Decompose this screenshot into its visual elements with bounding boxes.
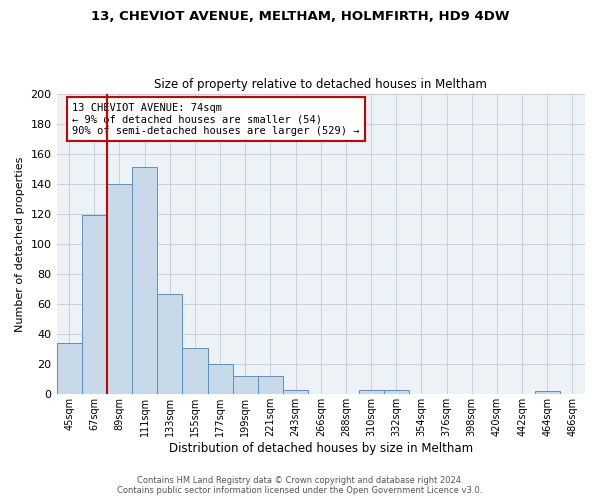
Bar: [182, 348, 208, 395]
Bar: [258, 376, 283, 394]
Bar: [383, 390, 409, 394]
Bar: [107, 184, 132, 394]
Y-axis label: Number of detached properties: Number of detached properties: [15, 156, 25, 332]
Bar: [56, 343, 82, 394]
Text: 13 CHEVIOT AVENUE: 74sqm
← 9% of detached houses are smaller (54)
90% of semi-de: 13 CHEVIOT AVENUE: 74sqm ← 9% of detache…: [73, 102, 360, 136]
Text: 13, CHEVIOT AVENUE, MELTHAM, HOLMFIRTH, HD9 4DW: 13, CHEVIOT AVENUE, MELTHAM, HOLMFIRTH, …: [91, 10, 509, 23]
Bar: [82, 216, 107, 394]
Bar: [132, 167, 157, 394]
Bar: [535, 392, 560, 394]
Bar: [283, 390, 308, 394]
Bar: [157, 294, 182, 394]
Bar: [233, 376, 258, 394]
Title: Size of property relative to detached houses in Meltham: Size of property relative to detached ho…: [154, 78, 487, 91]
Bar: [208, 364, 233, 394]
X-axis label: Distribution of detached houses by size in Meltham: Distribution of detached houses by size …: [169, 442, 473, 455]
Bar: [359, 390, 383, 394]
Text: Contains HM Land Registry data © Crown copyright and database right 2024.
Contai: Contains HM Land Registry data © Crown c…: [118, 476, 482, 495]
